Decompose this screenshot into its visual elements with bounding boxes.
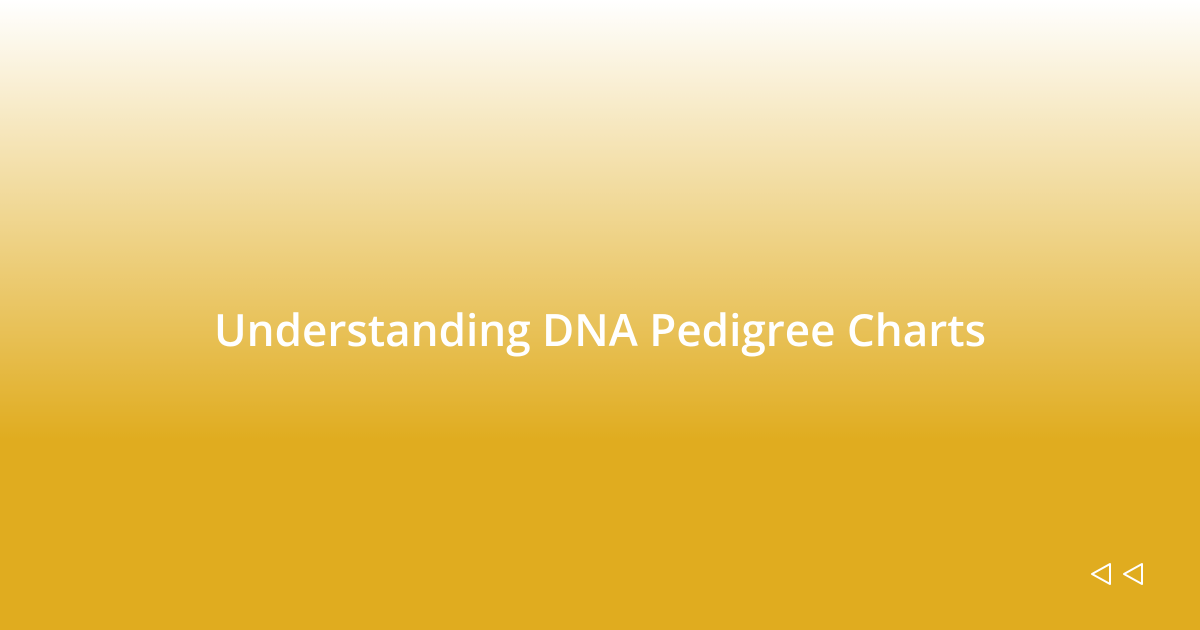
page-title: Understanding DNA Pedigree Charts — [214, 302, 986, 357]
triangle-left-icon — [1088, 560, 1116, 588]
hero-banner: Understanding DNA Pedigree Charts — [0, 0, 1200, 630]
rewind-icon — [1088, 560, 1148, 588]
triangle-left-icon — [1120, 560, 1148, 588]
